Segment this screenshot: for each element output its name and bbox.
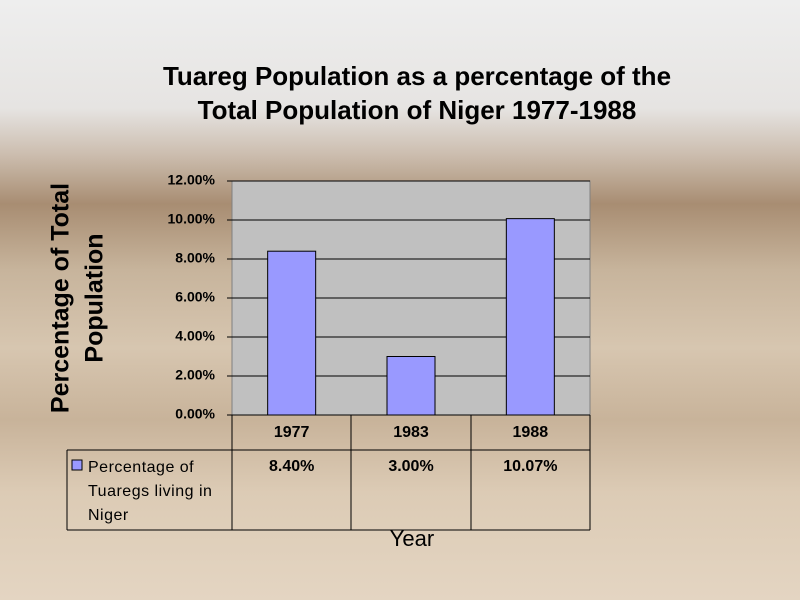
data-table [66, 415, 591, 531]
value-label: 10.07% [503, 458, 557, 475]
chart-title: Total Population of Niger 1977-1988 [198, 95, 637, 125]
y-axis-title: Percentage of Total [47, 183, 75, 413]
y-tick-label: 8.00% [175, 250, 215, 266]
legend-swatch [71, 459, 83, 471]
bar [386, 356, 436, 416]
y-tick-label: 0.00% [175, 406, 215, 422]
x-tick-label: 1988 [513, 424, 549, 441]
y-tick-label: 12.00% [168, 172, 216, 188]
y-axis-title: Population [81, 233, 109, 362]
legend-label: Percentage of Tuaregs living in Niger [88, 459, 213, 524]
y-tick-label: 2.00% [175, 367, 215, 383]
chart-title: Tuareg Population as a percentage of the [163, 61, 671, 91]
y-tick-label: 6.00% [175, 289, 215, 305]
x-tick-label: 1977 [274, 424, 310, 441]
x-tick-label: 1983 [393, 424, 429, 441]
value-label: 8.40% [269, 458, 314, 475]
y-tick-label: 10.00% [168, 211, 216, 227]
bar [267, 250, 317, 416]
value-label: 3.00% [388, 458, 433, 475]
y-tick-label: 4.00% [175, 328, 215, 344]
bar [505, 218, 555, 416]
